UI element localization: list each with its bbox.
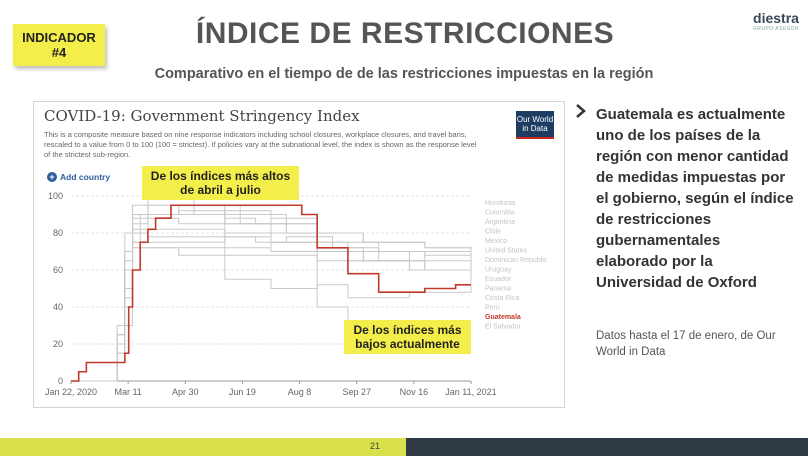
legend-entry: El Salvador	[485, 324, 521, 331]
logo-tag: GRUPO ASESOR	[752, 26, 800, 32]
chart-panel: COVID-19: Government Stringency Index Th…	[33, 101, 565, 408]
callout-highest: De los índices más altos de abril a juli…	[142, 166, 299, 200]
x-tick-label: Jan 22, 2020	[45, 387, 97, 397]
chevron-right-icon	[576, 104, 586, 118]
footer-green-bar	[0, 438, 406, 456]
legend-entry: Argentina	[485, 219, 515, 226]
x-tick-label: Sep 27	[342, 387, 371, 397]
summary-text: Guatemala es actualmente uno de los país…	[596, 106, 794, 291]
legend-entry: Uruguay	[485, 267, 512, 274]
y-tick-label: 60	[53, 265, 63, 275]
series-line-guatemala	[71, 204, 471, 382]
series-line-el-salvador	[71, 210, 471, 382]
badge-line2: #4	[51, 45, 67, 60]
legend-entry: Costa Rica	[485, 295, 519, 302]
y-tick-label: 20	[53, 339, 63, 349]
legend-entry: Dominican Republic	[485, 257, 548, 264]
footer-dark-bar	[406, 438, 808, 456]
chart-description: This is a composite measure based on nin…	[44, 130, 477, 159]
legend-entry: Chile	[485, 229, 501, 236]
page-subtitle: Comparativo en el tiempo de de las restr…	[154, 66, 654, 82]
stringency-chart: 0 20 40 60 80 100 Jan 22, 2020 Mar 11 Apr 30 Jun …	[45, 191, 548, 397]
page-title: ÍNDICE DE RESTRICCIONES	[195, 17, 615, 50]
legend-entry: Ecuador	[485, 276, 512, 283]
callout-lowest: De los índices más bajos actualmente	[344, 320, 471, 354]
y-tick-label: 100	[48, 191, 63, 201]
x-tick-label: Jan 11, 2021	[445, 387, 496, 397]
legend-entry: Honduras	[485, 200, 516, 207]
badge-line1: INDICADOR	[22, 30, 96, 45]
indicator-badge: INDICADOR #4	[13, 24, 105, 66]
series-line-costa-rica	[71, 236, 472, 382]
owid-line1: Our World	[516, 115, 554, 124]
chart-title: COVID-19: Government Stringency Index	[44, 107, 360, 125]
owid-logo: Our World in Data	[516, 111, 554, 139]
x-tick-label: Nov 16	[400, 387, 429, 397]
series-line-mexico	[71, 228, 472, 382]
legend-entry: United States	[485, 248, 528, 255]
legend-entry: Peru	[485, 305, 500, 312]
legend-entry: Guatemala	[485, 314, 521, 321]
legend-entry: Panama	[485, 286, 511, 293]
owid-line2: in Data	[522, 124, 548, 133]
legend-entry: Mexico	[485, 238, 507, 245]
x-tick-label: Apr 30	[172, 387, 199, 397]
y-tick-label: 0	[58, 376, 63, 386]
x-tick-label: Mar 11	[114, 387, 141, 397]
series-line-united-states	[71, 247, 471, 382]
series-line-chile	[71, 236, 472, 382]
logo-name: diestra	[753, 10, 799, 26]
brand-logo: diestra GRUPO ASESOR	[748, 4, 804, 38]
add-country-button[interactable]: + Add country	[47, 172, 110, 182]
legend-entry: Colombia	[485, 210, 515, 217]
y-tick-label: 80	[53, 228, 63, 238]
series-line-uruguay	[71, 247, 472, 382]
page-number: 21	[370, 441, 381, 451]
x-tick-label: Aug 8	[288, 387, 312, 397]
plus-icon: +	[47, 172, 57, 182]
y-tick-label: 40	[53, 302, 63, 312]
add-country-label: Add country	[60, 172, 111, 182]
source-note: Datos hasta el 17 de enero, de Our World…	[596, 330, 776, 358]
x-tick-label: Jun 19	[229, 387, 256, 397]
